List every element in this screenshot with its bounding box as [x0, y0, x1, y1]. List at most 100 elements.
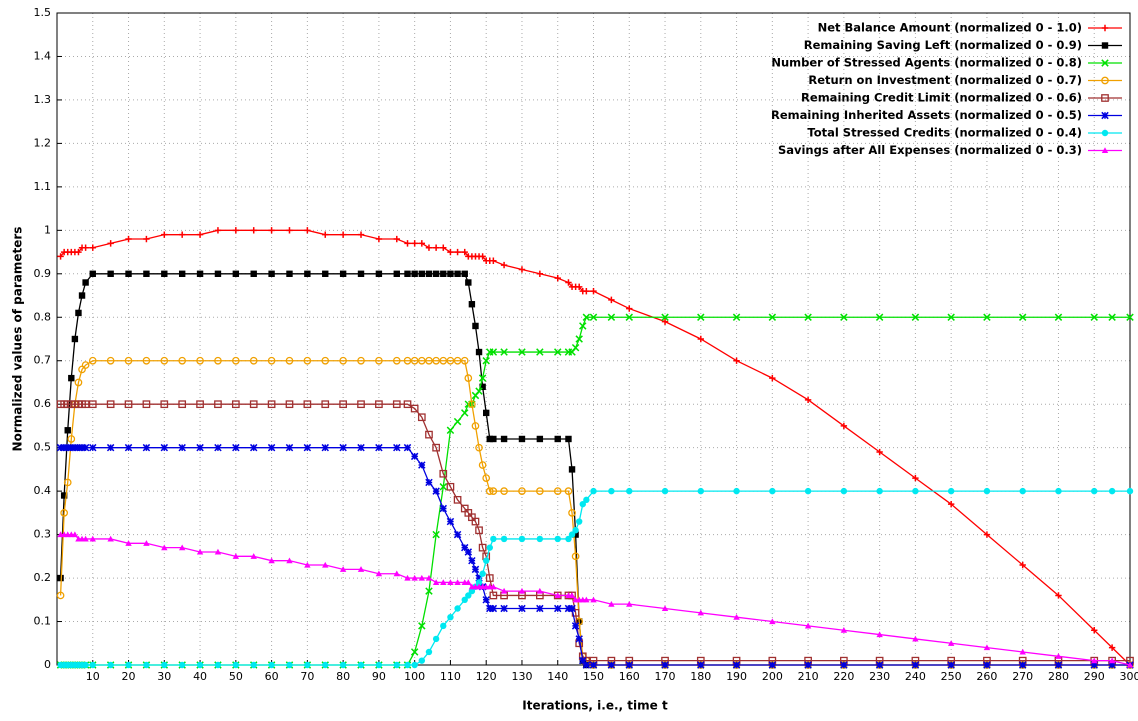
- marker: [107, 444, 113, 450]
- marker: [569, 466, 575, 472]
- x-tick-label: 10: [86, 670, 100, 683]
- y-tick-label: 1.5: [34, 6, 52, 19]
- marker: [440, 623, 446, 629]
- marker: [626, 305, 632, 311]
- x-tick-label: 120: [476, 670, 497, 683]
- marker: [394, 271, 400, 277]
- marker: [394, 444, 400, 450]
- marker: [572, 527, 578, 533]
- x-tick-label: 290: [1084, 670, 1105, 683]
- marker: [555, 536, 561, 542]
- marker: [583, 662, 589, 668]
- marker: [404, 271, 410, 277]
- x-tick-label: 210: [798, 670, 819, 683]
- marker: [469, 557, 475, 563]
- marker: [394, 662, 400, 668]
- x-tick-label: 250: [941, 670, 962, 683]
- marker: [79, 292, 85, 298]
- marker: [90, 245, 96, 251]
- marker: [1091, 488, 1097, 494]
- marker: [376, 236, 382, 242]
- marker: [286, 271, 292, 277]
- marker: [419, 271, 425, 277]
- marker: [161, 271, 167, 277]
- marker: [304, 271, 310, 277]
- y-tick-label: 0: [44, 658, 51, 671]
- marker: [476, 349, 482, 355]
- marker: [841, 488, 847, 494]
- marker: [447, 249, 453, 255]
- marker: [483, 557, 489, 563]
- marker: [376, 271, 382, 277]
- marker: [322, 444, 328, 450]
- marker: [501, 536, 507, 542]
- marker: [322, 231, 328, 237]
- marker: [565, 436, 571, 442]
- x-tick-label: 230: [869, 670, 890, 683]
- marker: [376, 444, 382, 450]
- marker: [555, 605, 561, 611]
- marker: [519, 536, 525, 542]
- legend-label: Remaining Credit Limit (normalized 0 - 0…: [801, 91, 1082, 105]
- x-tick-label: 20: [122, 670, 136, 683]
- x-tick-label: 110: [440, 670, 461, 683]
- x-tick-label: 300: [1120, 670, 1138, 683]
- marker: [912, 662, 918, 668]
- marker: [472, 566, 478, 572]
- marker: [479, 571, 485, 577]
- marker: [358, 231, 364, 237]
- marker: [698, 488, 704, 494]
- x-tick-label: 220: [833, 670, 854, 683]
- y-tick-label: 1.1: [34, 180, 52, 193]
- marker: [233, 227, 239, 233]
- legend-marker: [1102, 42, 1108, 48]
- marker: [583, 288, 589, 294]
- marker: [469, 301, 475, 307]
- marker: [340, 271, 346, 277]
- marker: [411, 240, 417, 246]
- marker: [490, 605, 496, 611]
- marker: [215, 271, 221, 277]
- marker: [286, 662, 292, 668]
- marker: [179, 662, 185, 668]
- marker: [454, 249, 460, 255]
- legend-marker: [1102, 112, 1108, 118]
- marker: [161, 662, 167, 668]
- x-tick-label: 90: [372, 670, 386, 683]
- marker: [440, 271, 446, 277]
- marker: [1020, 488, 1026, 494]
- marker: [626, 488, 632, 494]
- legend-label: Remaining Inherited Assets (normalized 0…: [771, 108, 1082, 122]
- marker: [404, 444, 410, 450]
- y-tick-label: 0.4: [34, 484, 52, 497]
- marker: [322, 271, 328, 277]
- marker: [1109, 488, 1115, 494]
- marker: [454, 605, 460, 611]
- marker: [107, 240, 113, 246]
- marker: [555, 275, 561, 281]
- marker: [447, 518, 453, 524]
- x-tick-label: 30: [157, 670, 171, 683]
- marker: [125, 444, 131, 450]
- marker: [376, 662, 382, 668]
- marker: [487, 544, 493, 550]
- marker: [394, 236, 400, 242]
- marker: [733, 358, 739, 364]
- x-tick-label: 280: [1048, 670, 1069, 683]
- marker: [358, 271, 364, 277]
- marker: [733, 488, 739, 494]
- marker: [197, 444, 203, 450]
- marker: [769, 488, 775, 494]
- marker: [519, 605, 525, 611]
- series-line: [61, 448, 1130, 665]
- series-line: [61, 404, 1130, 660]
- marker: [125, 236, 131, 242]
- y-tick-label: 0.1: [34, 615, 52, 628]
- marker: [215, 227, 221, 233]
- marker: [322, 662, 328, 668]
- marker: [876, 488, 882, 494]
- marker: [143, 444, 149, 450]
- marker: [82, 662, 88, 668]
- marker: [197, 662, 203, 668]
- marker: [340, 444, 346, 450]
